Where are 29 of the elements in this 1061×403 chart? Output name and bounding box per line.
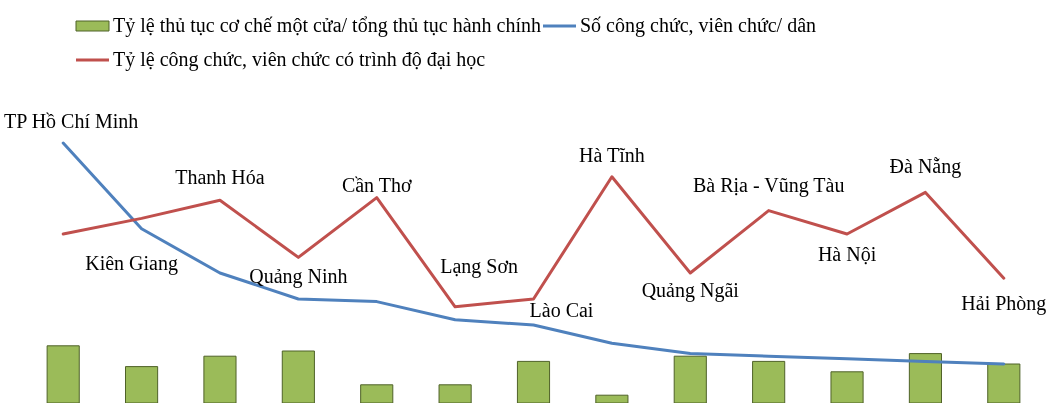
bar [438,384,472,403]
x-tick-label: Lào Cai [529,299,594,321]
x-tick-label: Thanh Hóa [175,166,265,189]
bar [360,384,394,403]
x-tick-label: Quảng Ninh [249,265,348,289]
bar [673,355,707,403]
legend-label: Tỷ lệ thủ tục cơ chế một cửa/ tổng thủ tục hành chính [113,14,541,37]
bar [830,371,864,403]
bar [752,360,786,403]
legend-label: Số công chức, viên chức/ dân [580,14,817,37]
bar [281,350,315,403]
legend-label: Tỷ lệ công chức, viên chức có trình độ đại học [113,48,486,71]
bar [987,363,1021,403]
x-tick-label: Hà Nội [817,243,877,265]
x-tick-label: Bà Rịa - Vũng Tàu [692,173,845,197]
bar [595,394,629,403]
bar [516,360,551,403]
bar [203,355,237,403]
x-tick-label: Kiên Giang [85,252,178,276]
bar [908,353,942,403]
x-tick-label: Hà Tĩnh [579,143,645,166]
x-tick-label: Quảng Ngãi [641,279,740,302]
x-tick-label: Lạng Sơn [440,254,519,278]
bar [46,345,80,403]
bar [125,366,159,403]
x-tick-label: TP Hồ Chí Minh [4,110,139,132]
x-tick-label: Hải Phòng [961,292,1047,316]
x-tick-label: Đà Nẵng [889,155,962,179]
x-tick-label: Cần Thơ [341,173,412,196]
